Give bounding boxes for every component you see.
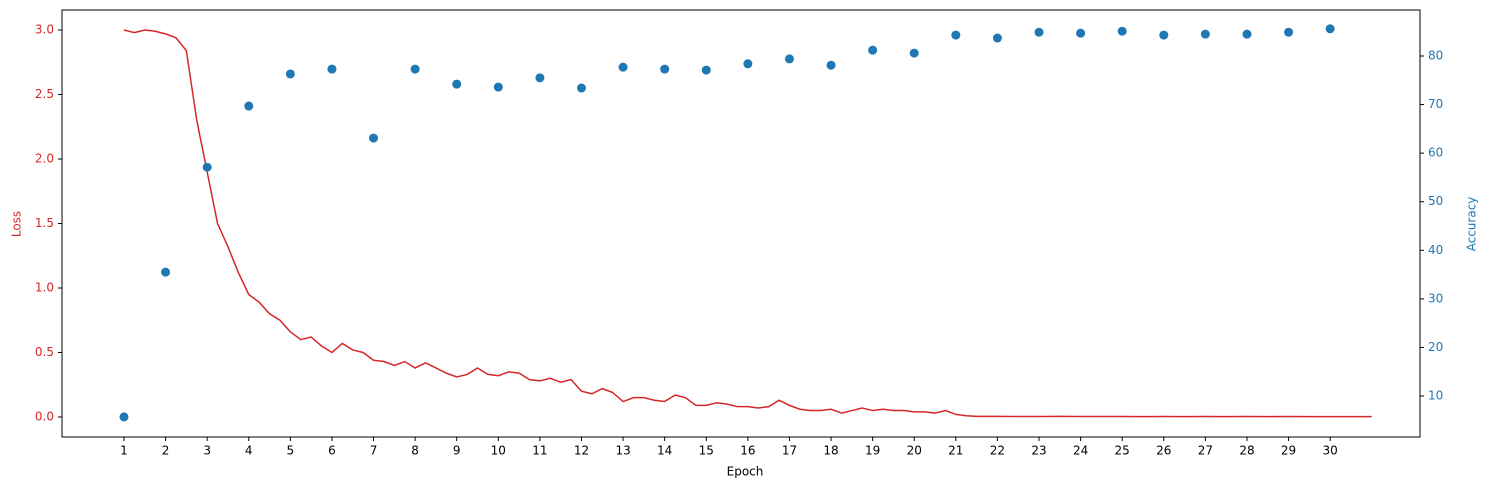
y2-tick-label: 40 — [1428, 243, 1443, 257]
accuracy-point — [244, 101, 254, 111]
accuracy-point — [369, 133, 379, 143]
accuracy-point — [161, 267, 171, 277]
accuracy-point — [868, 45, 878, 55]
accuracy-point — [992, 33, 1002, 43]
accuracy-point — [452, 79, 462, 89]
accuracy-point — [1284, 27, 1294, 37]
x-tick-label: 20 — [907, 444, 922, 458]
x-tick-label: 18 — [823, 444, 838, 458]
x-tick-label: 3 — [203, 444, 211, 458]
x-tick-label: 17 — [782, 444, 797, 458]
y-tick-label: 3.0 — [35, 22, 54, 36]
y-tick-label: 1.0 — [35, 281, 54, 295]
x-tick-label: 16 — [740, 444, 755, 458]
x-tick-label: 8 — [411, 444, 419, 458]
x-tick-label: 24 — [1073, 444, 1088, 458]
accuracy-point — [1325, 24, 1335, 34]
x-tick-label: 1 — [120, 444, 128, 458]
accuracy-point — [1200, 29, 1210, 39]
x-tick-label: 19 — [865, 444, 880, 458]
y2-tick-label: 80 — [1428, 48, 1443, 62]
x-tick-label: 12 — [574, 444, 589, 458]
x-tick-label: 2 — [162, 444, 170, 458]
x-tick-label: 28 — [1239, 444, 1254, 458]
y2-tick-label: 50 — [1428, 194, 1443, 208]
accuracy-point — [618, 62, 628, 72]
accuracy-point — [1117, 26, 1127, 36]
accuracy-point — [701, 65, 711, 75]
accuracy-point — [327, 64, 337, 74]
y-tick-label: 2.5 — [35, 87, 54, 101]
x-axis-label: Epoch — [727, 465, 764, 479]
x-tick-label: 13 — [615, 444, 630, 458]
y-axis-label: Loss — [10, 211, 24, 237]
x-tick-label: 22 — [990, 444, 1005, 458]
x-tick-label: 27 — [1198, 444, 1213, 458]
accuracy-point — [826, 60, 836, 70]
x-tick-label: 25 — [1115, 444, 1130, 458]
y2-tick-label: 20 — [1428, 340, 1443, 354]
accuracy-point — [951, 30, 961, 40]
accuracy-point — [1034, 27, 1044, 37]
y2-tick-label: 30 — [1428, 291, 1443, 305]
x-tick-label: 11 — [532, 444, 547, 458]
accuracy-point — [909, 48, 919, 58]
x-tick-label: 15 — [699, 444, 714, 458]
accuracy-point — [119, 412, 129, 422]
accuracy-point — [660, 64, 670, 74]
x-tick-label: 10 — [491, 444, 506, 458]
y2-axis-label: Accuracy — [1465, 197, 1479, 252]
x-tick-label: 23 — [1031, 444, 1046, 458]
y-tick-label: 0.0 — [35, 410, 54, 424]
accuracy-point — [535, 73, 545, 83]
accuracy-point — [743, 59, 753, 69]
x-tick-label: 5 — [287, 444, 295, 458]
x-tick-label: 30 — [1323, 444, 1338, 458]
accuracy-point — [784, 54, 794, 64]
y2-tick-label: 10 — [1428, 389, 1443, 403]
accuracy-point — [1242, 29, 1252, 39]
y-tick-label: 2.0 — [35, 151, 54, 165]
y2-tick-label: 60 — [1428, 146, 1443, 160]
accuracy-point — [285, 69, 295, 79]
accuracy-point — [202, 162, 212, 172]
plot-frame — [61, 9, 1421, 438]
x-tick-label: 6 — [328, 444, 336, 458]
accuracy-point — [493, 82, 503, 92]
accuracy-point — [1076, 28, 1086, 38]
y-tick-label: 1.5 — [35, 216, 54, 230]
y-tick-label: 0.5 — [35, 345, 54, 359]
x-tick-label: 14 — [657, 444, 672, 458]
accuracy-point — [576, 83, 586, 93]
x-tick-label: 26 — [1156, 444, 1171, 458]
accuracy-point — [410, 64, 420, 74]
loss-line — [123, 29, 1372, 418]
x-tick-label: 9 — [453, 444, 461, 458]
accuracy-point — [1159, 30, 1169, 40]
y2-tick-label: 70 — [1428, 97, 1443, 111]
x-tick-label: 29 — [1281, 444, 1296, 458]
x-tick-label: 4 — [245, 444, 253, 458]
x-tick-label: 21 — [948, 444, 963, 458]
x-tick-label: 7 — [370, 444, 378, 458]
